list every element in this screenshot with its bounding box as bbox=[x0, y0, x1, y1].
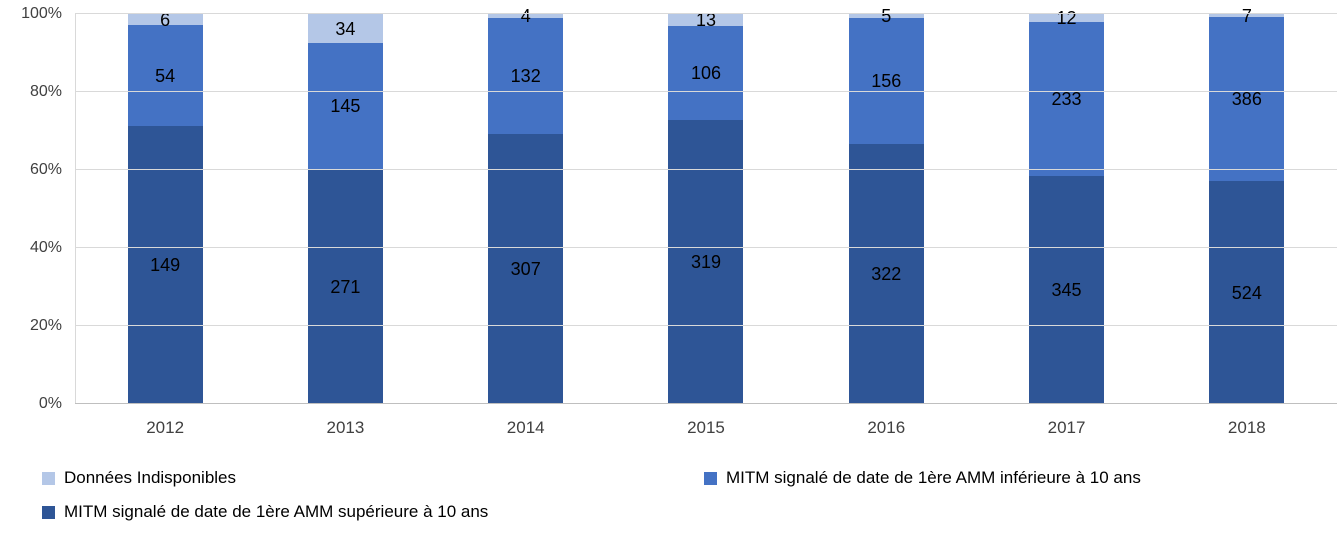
bar-slot-2014: 307 132 4 bbox=[436, 7, 616, 404]
data-label: 233 bbox=[1051, 88, 1082, 109]
legend-label: MITM signalé de date de 1ère AMM inférie… bbox=[726, 468, 1141, 487]
x-tick-label-2013: 2013 bbox=[326, 418, 365, 437]
data-label: 6 bbox=[160, 9, 171, 30]
gridline bbox=[75, 13, 1337, 14]
data-label: 4 bbox=[520, 5, 531, 26]
data-label: 106 bbox=[690, 62, 721, 83]
bar-segment: 13 bbox=[668, 9, 744, 30]
bar-segment: 322 bbox=[848, 144, 924, 404]
data-label: 5 bbox=[881, 6, 892, 27]
gridline bbox=[75, 325, 1337, 326]
data-label: 307 bbox=[510, 258, 541, 279]
bar-slot-2016: 322 156 5 bbox=[796, 7, 976, 404]
bar-segment: 132 bbox=[488, 17, 564, 134]
data-label: 145 bbox=[330, 96, 361, 117]
bar-segment: 156 bbox=[848, 18, 924, 145]
bar-2015: 319 106 13 bbox=[668, 9, 744, 404]
data-label: 12 bbox=[1056, 7, 1077, 28]
bar-segment: 386 bbox=[1209, 17, 1285, 182]
data-label: 271 bbox=[330, 276, 361, 297]
y-tick-label: 100% bbox=[21, 5, 62, 22]
bar-segment: 54 bbox=[127, 25, 203, 126]
bar-segment: 345 bbox=[1029, 175, 1105, 404]
data-label: 54 bbox=[155, 65, 176, 86]
bar-2018: 524 386 7 bbox=[1209, 7, 1285, 404]
legend-item: MITM signalé de date de 1ère AMM inférie… bbox=[704, 468, 1302, 488]
bar-slot-2012: 149 54 6 bbox=[75, 11, 255, 404]
bar-segment: 524 bbox=[1209, 181, 1285, 404]
y-tick-label: 40% bbox=[29, 239, 62, 256]
data-label: 386 bbox=[1231, 89, 1262, 110]
bar-2014: 307 132 4 bbox=[488, 7, 564, 404]
data-label: 524 bbox=[1231, 282, 1262, 303]
data-label: 13 bbox=[695, 9, 716, 30]
x-axis: 2012 2013 2014 2015 2016 2017 2018 bbox=[75, 410, 1337, 438]
bar-slot-2017: 345 233 12 bbox=[976, 9, 1156, 404]
bar-segment: 271 bbox=[307, 169, 383, 404]
x-tick-label-2015: 2015 bbox=[687, 418, 725, 437]
x-tick-label-2012: 2012 bbox=[146, 418, 185, 437]
bar-segment: 319 bbox=[668, 119, 744, 404]
bar-segment: 7 bbox=[1209, 7, 1285, 25]
data-label: 156 bbox=[871, 71, 902, 92]
data-label: 7 bbox=[1241, 5, 1252, 26]
bar-segment: 145 bbox=[307, 43, 383, 170]
y-tick-label: 60% bbox=[29, 161, 62, 178]
x-tick-label-2016: 2016 bbox=[867, 418, 906, 437]
x-tick-label-2018: 2018 bbox=[1227, 418, 1266, 437]
legend: Données Indisponibles MITM signalé de dat… bbox=[42, 468, 1302, 522]
data-label: 149 bbox=[150, 254, 181, 275]
y-axis: 0% 20% 40% 60% 80% 100% bbox=[0, 5, 68, 412]
legend-item: Données Indisponibles bbox=[42, 468, 704, 488]
bar-segment: 34 bbox=[307, 14, 383, 44]
bar-segment: 4 bbox=[488, 7, 564, 25]
bar-slot-2018: 524 386 7 bbox=[1157, 7, 1337, 404]
y-tick-label: 0% bbox=[38, 395, 62, 412]
plot-area: 149 54 6 271 145 34 307 132 4 319 106 13 322 156 5 345 2… bbox=[75, 7, 1337, 404]
bar-2017: 345 233 12 bbox=[1029, 9, 1105, 404]
gridline bbox=[75, 91, 1337, 92]
data-label: 345 bbox=[1051, 279, 1082, 300]
bars-container: 149 54 6 271 145 34 307 132 4 319 106 13 322 156 5 345 2… bbox=[75, 7, 1337, 404]
legend-label: MITM signalé de date de 1ère AMM supérie… bbox=[64, 502, 489, 521]
bar-segment: 6 bbox=[127, 11, 203, 29]
legend-marker-icon bbox=[704, 471, 717, 485]
legend-item: MITM signalé de date de 1ère AMM supérie… bbox=[42, 502, 704, 522]
legend-label: Données Indisponibles bbox=[64, 468, 237, 487]
y-tick-label: 80% bbox=[29, 83, 62, 100]
legend-marker-icon bbox=[42, 505, 55, 519]
bar-segment: 12 bbox=[1029, 9, 1105, 27]
y-tick-label: 20% bbox=[29, 317, 62, 334]
y-axis-line bbox=[75, 14, 76, 404]
bar-2012: 149 54 6 bbox=[127, 11, 203, 404]
bar-segment: 149 bbox=[127, 125, 203, 404]
x-tick-label-2014: 2014 bbox=[506, 418, 545, 437]
x-axis-line bbox=[75, 403, 1337, 404]
bar-segment: 233 bbox=[1029, 21, 1105, 176]
bar-segment: 106 bbox=[668, 25, 744, 120]
bar-segment: 5 bbox=[848, 7, 924, 25]
bar-segment: 307 bbox=[488, 133, 564, 404]
bar-2013: 271 145 34 bbox=[307, 14, 383, 404]
gridline bbox=[75, 247, 1337, 248]
bar-2016: 322 156 5 bbox=[848, 7, 924, 404]
data-label: 34 bbox=[335, 18, 356, 39]
data-label: 319 bbox=[690, 251, 721, 272]
bar-slot-2015: 319 106 13 bbox=[616, 9, 796, 404]
gridline bbox=[75, 169, 1337, 170]
data-label: 322 bbox=[871, 264, 902, 284]
legend-marker-icon bbox=[42, 471, 55, 485]
x-tick-label-2017: 2017 bbox=[1047, 418, 1086, 437]
bar-slot-2013: 271 145 34 bbox=[255, 14, 435, 404]
data-label: 132 bbox=[510, 65, 541, 86]
